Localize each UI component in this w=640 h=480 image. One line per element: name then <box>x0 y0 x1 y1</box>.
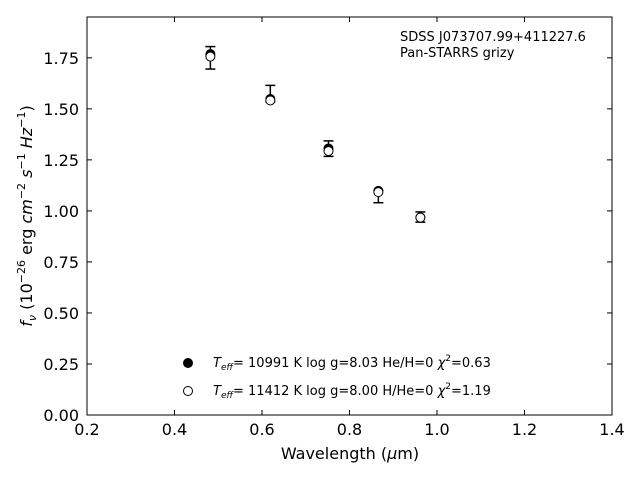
y-tick-label: 0.75 <box>43 253 79 272</box>
x-tick-label: 0.4 <box>162 420 187 439</box>
legend-1-teff: T <box>213 356 222 371</box>
error-bars <box>205 45 426 223</box>
x-tick-label: 1.4 <box>599 420 624 439</box>
x-tick-label: 0.2 <box>74 420 99 439</box>
legend-marker-filled <box>183 358 193 368</box>
y-tick-label: 0.00 <box>43 406 79 425</box>
x-axis-label-mu: μ <box>386 444 397 463</box>
y-axis-label: fν (10−26 erg cm−2 s−1 Hz−1) <box>15 105 39 326</box>
y-tick-label: 1.00 <box>43 202 79 221</box>
x-tick-label: 0.8 <box>337 420 362 439</box>
annotation-line-1: SDSS J073707.99+411227.6 <box>400 30 586 45</box>
legend-2-params: = 11412 K log g=8.00 H/He=0 <box>233 384 438 399</box>
legend-2-teff-sub: eff <box>221 391 235 401</box>
y-tick-label: 1.25 <box>43 151 79 170</box>
legend-1-chi-value: =0.63 <box>451 356 491 371</box>
legend-entry-1: Teff= 10991 K log g=8.03 He/H=0 χ2=0.63 <box>213 354 491 373</box>
legend: Teff= 10991 K log g=8.03 He/H=0 χ2=0.63 … <box>183 354 491 401</box>
legend-entry-2: Teff= 11412 K log g=8.00 H/He=0 χ2=1.19 <box>213 382 491 401</box>
data-points <box>205 49 426 223</box>
legend-2-chi: χ <box>437 384 447 399</box>
legend-2-chi-value: =1.19 <box>451 384 491 399</box>
x-tick-label: 1.0 <box>424 420 449 439</box>
model-point-open <box>205 51 216 62</box>
model-point-open <box>373 187 384 198</box>
y-tick-label: 0.25 <box>43 355 79 374</box>
legend-1-params: = 10991 K log g=8.03 He/H=0 <box>233 356 438 371</box>
legend-2-teff: T <box>213 384 222 399</box>
x-tick-label: 0.6 <box>249 420 274 439</box>
y-tick-label: 1.50 <box>43 100 79 119</box>
legend-marker-open <box>183 386 193 396</box>
y-tick-label: 1.75 <box>43 49 79 68</box>
x-tick-label: 1.2 <box>512 420 537 439</box>
model-point-open <box>323 146 334 157</box>
legend-1-chi: χ <box>437 356 447 371</box>
x-axis-label-prefix: Wavelength ( <box>281 444 387 463</box>
x-axis-label: Wavelength (μm) <box>281 444 419 463</box>
y-tick-label: 0.50 <box>43 304 79 323</box>
model-point-open <box>415 212 426 223</box>
model-point-open <box>265 95 276 106</box>
x-axis-label-suffix: m) <box>397 444 419 463</box>
y-axis: 0.00 0.25 0.50 0.75 1.00 1.25 1.50 1.75 <box>43 49 612 425</box>
annotation-line-2: Pan-STARRS grizy <box>400 46 515 61</box>
legend-1-teff-sub: eff <box>221 363 235 373</box>
x-axis: 0.2 0.4 0.6 0.8 1.0 1.2 1.4 <box>74 17 625 439</box>
